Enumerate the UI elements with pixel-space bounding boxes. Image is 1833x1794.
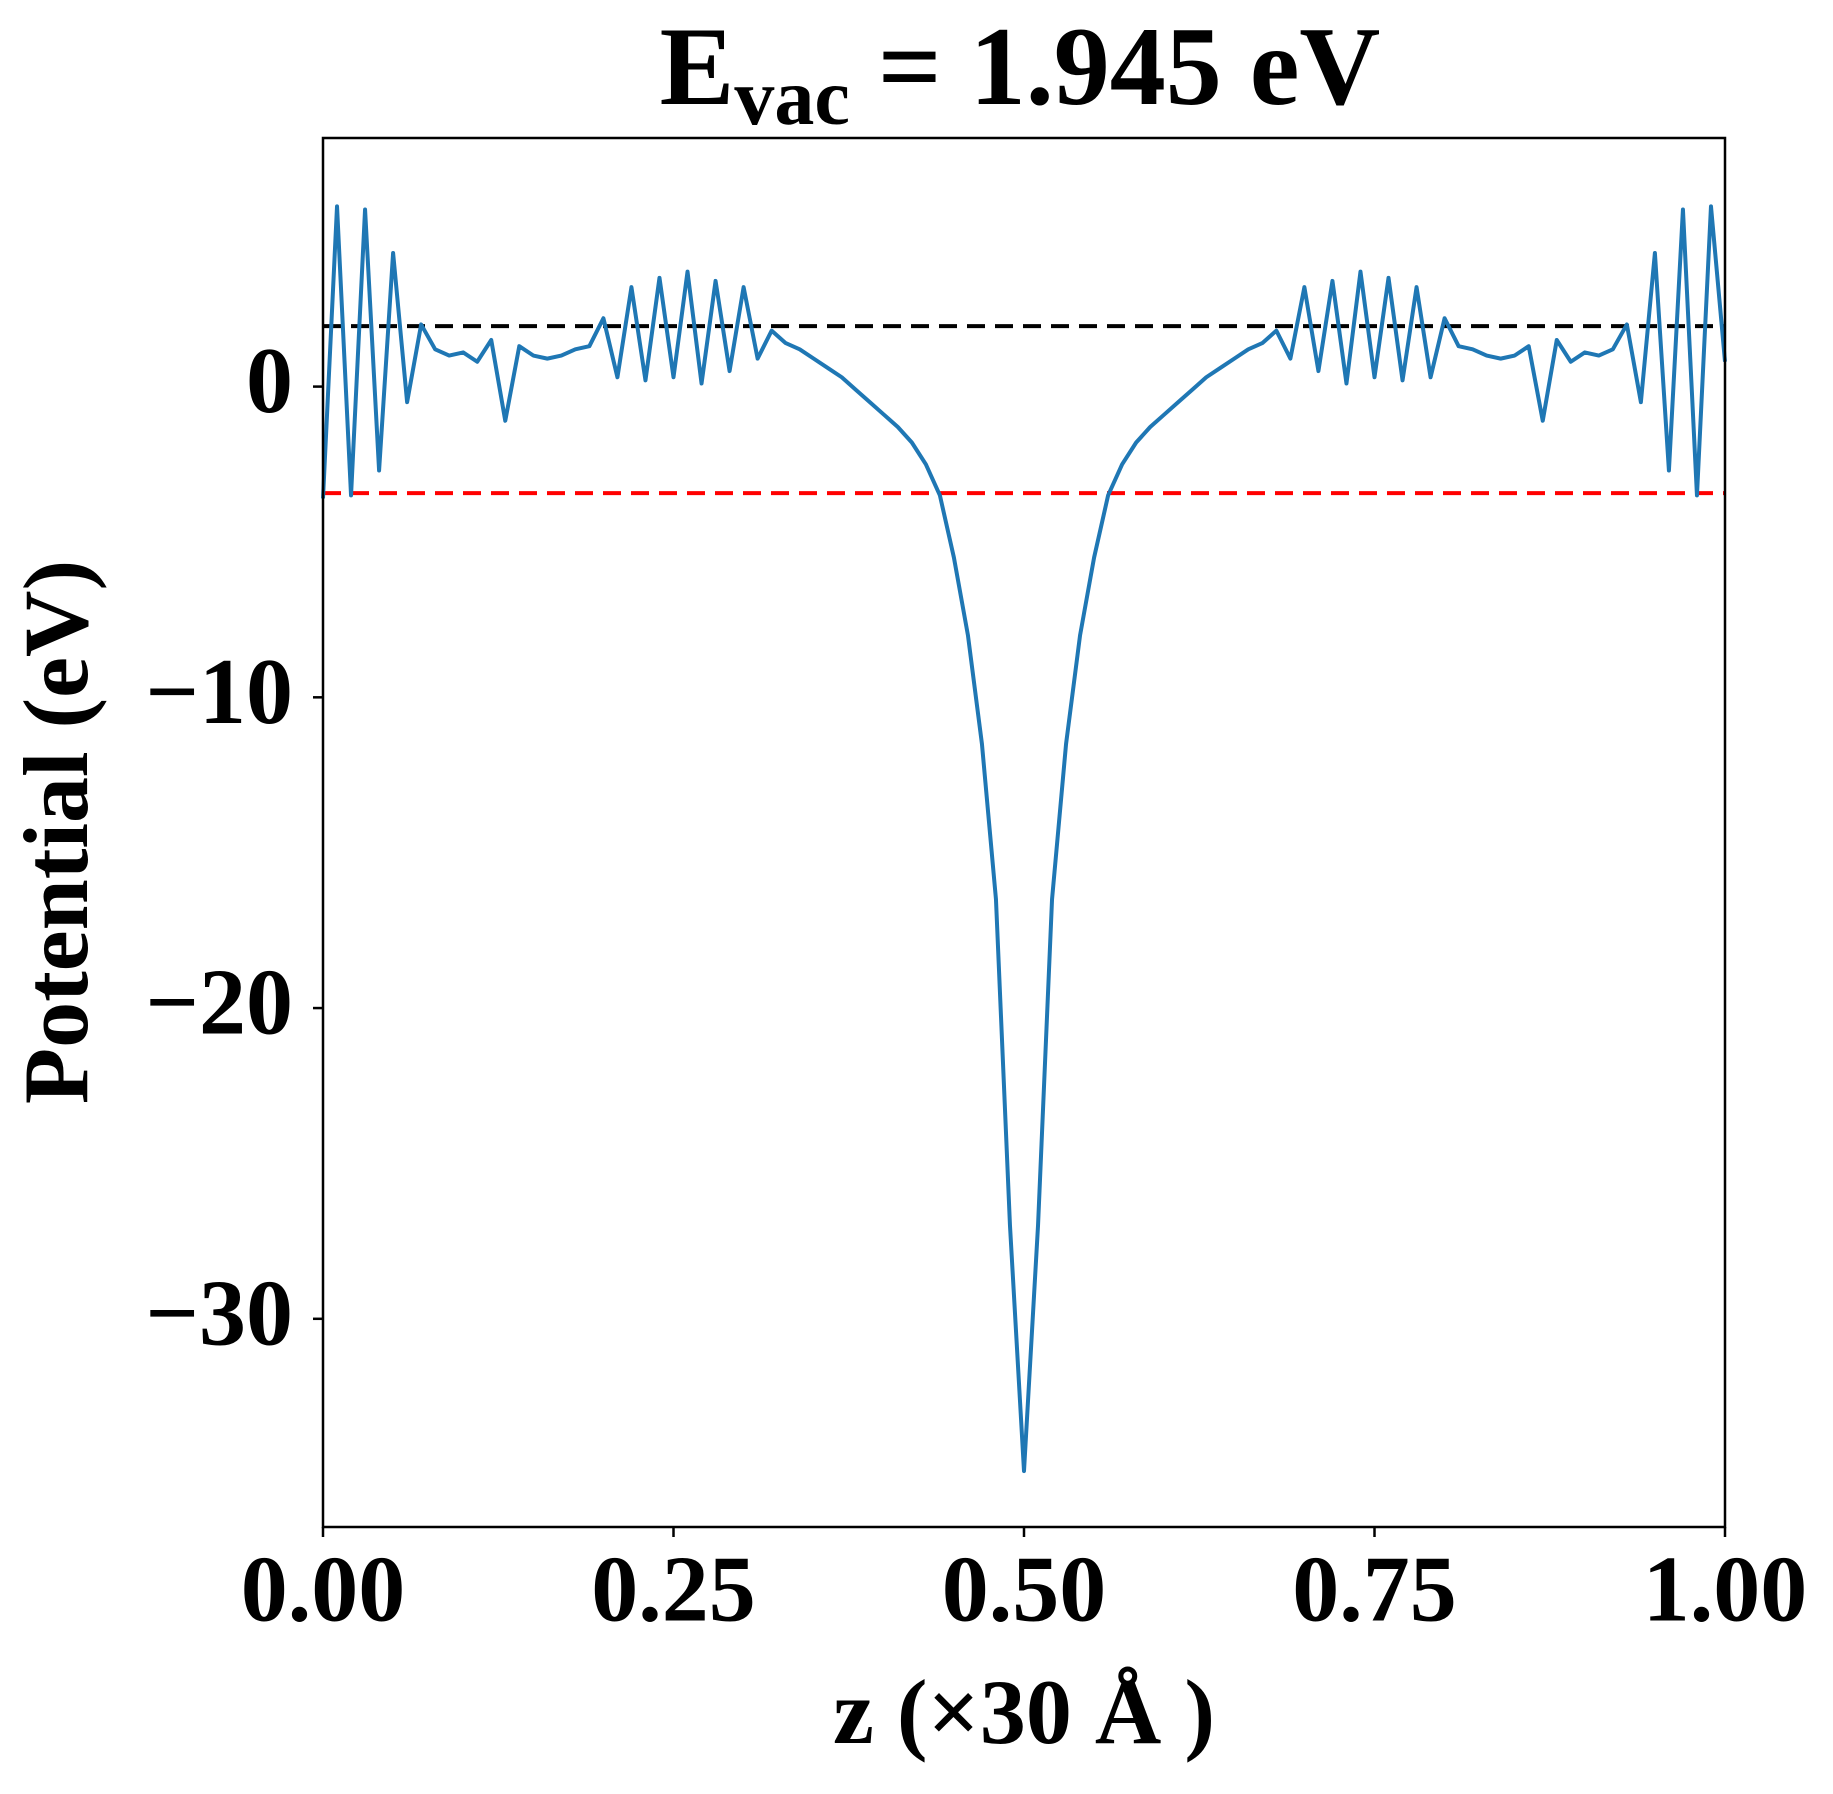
chart-title: Evac = 1.945 eV [660, 5, 1381, 143]
x-tick-label: 1.00 [1643, 1538, 1808, 1642]
data-line [321, 204, 1727, 1474]
y-tick-label: 0 [246, 329, 293, 433]
x-axis-label: z (×30 Å ) [833, 1661, 1215, 1763]
title-rest: = 1.945 eV [850, 5, 1380, 129]
y-tick-label: −20 [145, 951, 293, 1055]
x-tick-label: 0.25 [591, 1538, 756, 1642]
title-main: E [660, 5, 735, 129]
x-tick-label: 0.75 [1292, 1538, 1457, 1642]
y-axis-label: Potential (eV) [5, 560, 107, 1104]
x-tick-label: 0.00 [241, 1538, 406, 1642]
x-tick-label: 0.50 [942, 1538, 1107, 1642]
y-tick-label: −30 [145, 1261, 293, 1365]
title-subscript: vac [734, 54, 850, 142]
plot-frame [321, 136, 1727, 1529]
y-tick-label: −10 [145, 640, 293, 744]
